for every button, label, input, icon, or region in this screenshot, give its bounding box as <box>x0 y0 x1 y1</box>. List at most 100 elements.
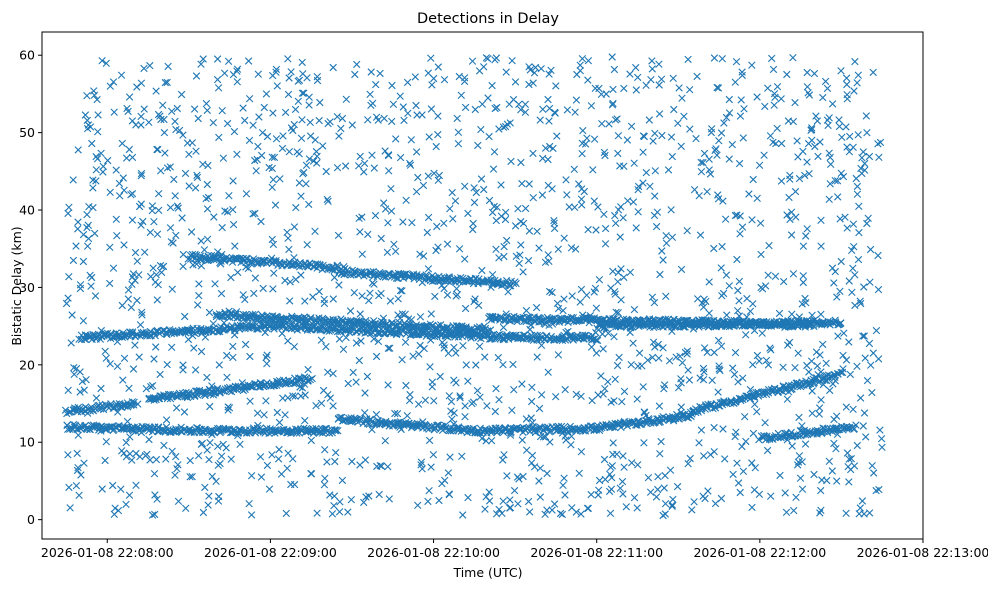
data-point <box>802 232 810 240</box>
data-point <box>425 133 433 141</box>
data-point <box>650 211 659 220</box>
data-point <box>65 273 73 281</box>
data-point <box>273 408 281 417</box>
data-point <box>125 145 133 154</box>
data-point <box>172 452 180 461</box>
data-point <box>777 177 786 185</box>
data-point <box>515 475 523 483</box>
data-point <box>368 279 377 287</box>
data-point <box>572 96 581 104</box>
data-point <box>190 105 199 113</box>
data-point <box>537 65 545 73</box>
data-point <box>444 469 453 477</box>
data-point <box>213 55 222 63</box>
data-point <box>130 398 138 406</box>
data-point <box>114 506 123 515</box>
data-point <box>284 449 292 457</box>
data-point <box>258 151 266 160</box>
data-point <box>794 458 803 466</box>
data-point <box>655 110 664 118</box>
data-point <box>321 474 329 482</box>
data-point <box>551 108 559 117</box>
data-point <box>684 460 692 468</box>
data-point <box>519 268 527 276</box>
data-point <box>230 127 239 136</box>
data-point <box>162 455 170 463</box>
data-point <box>379 273 387 281</box>
data-point <box>227 455 235 463</box>
data-point <box>84 221 92 229</box>
data-point <box>155 206 163 214</box>
data-point <box>291 392 299 400</box>
data-point <box>409 352 417 360</box>
data-point <box>577 448 586 456</box>
scatter-points <box>61 53 886 520</box>
data-point <box>522 306 531 315</box>
data-point <box>541 510 549 518</box>
data-point <box>738 68 746 76</box>
data-point <box>87 282 95 290</box>
data-point <box>837 257 845 266</box>
data-point <box>509 360 517 369</box>
data-point <box>771 93 779 101</box>
data-point <box>455 72 463 81</box>
data-point <box>865 152 874 161</box>
data-point <box>274 455 283 463</box>
data-point <box>456 392 464 400</box>
data-point <box>646 182 654 190</box>
data-point <box>764 361 773 369</box>
data-point <box>518 380 526 388</box>
data-point <box>137 221 145 229</box>
data-point <box>557 422 566 431</box>
data-point <box>562 176 570 184</box>
data-point <box>407 136 415 144</box>
data-point <box>604 378 612 386</box>
data-point <box>780 277 788 286</box>
data-point <box>725 95 733 104</box>
data-point <box>330 502 338 510</box>
data-point <box>669 74 677 82</box>
data-point <box>247 511 256 519</box>
data-point <box>116 192 124 200</box>
data-point <box>74 225 82 233</box>
data-point <box>251 156 259 165</box>
data-point <box>485 196 494 205</box>
data-point <box>651 129 659 138</box>
data-point <box>737 396 745 405</box>
data-point <box>592 304 601 312</box>
data-point <box>360 168 368 176</box>
data-point <box>384 463 392 471</box>
data-point <box>268 183 276 191</box>
data-point <box>406 390 414 399</box>
data-point <box>214 248 222 256</box>
data-point <box>483 327 492 335</box>
data-point <box>719 317 727 325</box>
data-point <box>412 188 421 196</box>
data-point <box>284 90 293 99</box>
data-point <box>677 403 685 411</box>
data-point <box>749 429 758 438</box>
data-point <box>606 509 615 517</box>
data-point <box>392 135 400 143</box>
data-point <box>610 333 618 341</box>
y-tick-label: 50 <box>19 125 35 140</box>
data-point <box>73 449 81 458</box>
data-point <box>837 67 845 75</box>
data-point <box>436 372 444 381</box>
data-point <box>853 441 861 450</box>
data-point <box>549 144 557 153</box>
data-point <box>515 259 523 268</box>
data-point <box>349 368 357 377</box>
data-point <box>656 450 664 458</box>
data-point <box>263 132 272 141</box>
data-point <box>384 344 392 352</box>
data-point <box>578 150 586 158</box>
data-point <box>338 114 347 123</box>
data-point <box>152 271 160 279</box>
data-point <box>356 152 364 161</box>
data-point <box>459 511 467 519</box>
data-point <box>554 304 563 313</box>
data-point <box>495 254 503 262</box>
data-point <box>163 78 171 87</box>
data-point <box>469 398 478 406</box>
